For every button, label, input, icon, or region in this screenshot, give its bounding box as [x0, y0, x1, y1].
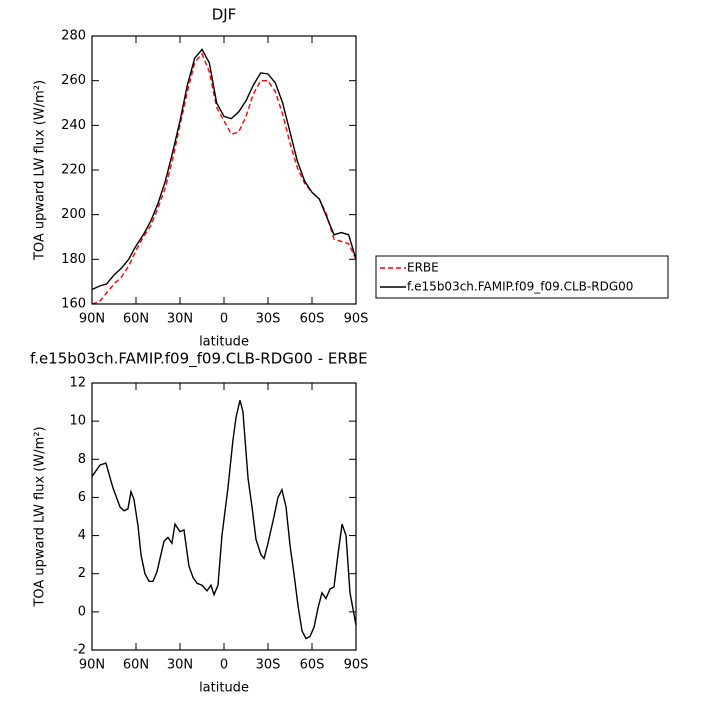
data-line	[92, 48, 356, 291]
x-tick-label: 90N	[79, 312, 105, 327]
y-tick-label: 2	[78, 566, 86, 581]
x-tick-label: 90N	[79, 658, 105, 673]
x-tick-label: 30S	[256, 658, 281, 673]
y-tick-label: 220	[61, 163, 86, 178]
x-tick-label: 30S	[256, 312, 281, 327]
x-tick-label: 0	[220, 658, 228, 673]
x-tick-label: 60N	[123, 658, 149, 673]
y-tick-label: 10	[69, 414, 86, 429]
data-line	[92, 399, 356, 640]
x-axis-label: latitude	[199, 335, 249, 350]
data-line	[92, 52, 356, 304]
legend-label: f.e15b03ch.FAMIP.f09_f09.CLB-RDG00	[407, 280, 633, 294]
plot-frame	[91, 35, 357, 305]
x-tick-label: 60S	[300, 658, 325, 673]
x-tick-label: 60N	[123, 312, 149, 327]
y-tick-label: -2	[73, 643, 86, 658]
legend-box	[375, 255, 669, 299]
x-tick-label: 90S	[344, 312, 369, 327]
x-tick-label: 0	[220, 312, 228, 327]
y-tick-label: 280	[61, 29, 86, 44]
y-axis-label: TOA upward LW flux (W/m²)	[33, 80, 48, 261]
y-tick-label: 4	[78, 528, 86, 543]
y-tick-label: 160	[61, 297, 86, 312]
y-tick-label: 8	[78, 452, 86, 467]
y-tick-label: 180	[61, 252, 86, 267]
y-tick-label: 12	[69, 376, 86, 391]
chart-title: f.e15b03ch.FAMIP.f09_f09.CLB-RDG00 - ERB…	[30, 350, 368, 369]
y-tick-label: 260	[61, 73, 86, 88]
x-axis-label: latitude	[199, 681, 249, 696]
y-tick-label: 6	[78, 490, 86, 505]
plot-frame	[91, 382, 357, 651]
x-tick-label: 30N	[167, 312, 193, 327]
y-tick-label: 200	[61, 207, 86, 222]
y-tick-label: 0	[78, 604, 86, 619]
chart-title: DJF	[212, 6, 237, 24]
y-axis-label: TOA upward LW flux (W/m²)	[33, 426, 48, 607]
y-tick-label: 240	[61, 118, 86, 133]
x-tick-label: 90S	[344, 658, 369, 673]
x-tick-label: 30N	[167, 658, 193, 673]
x-tick-label: 60S	[300, 312, 325, 327]
legend-label: ERBE	[407, 261, 439, 275]
